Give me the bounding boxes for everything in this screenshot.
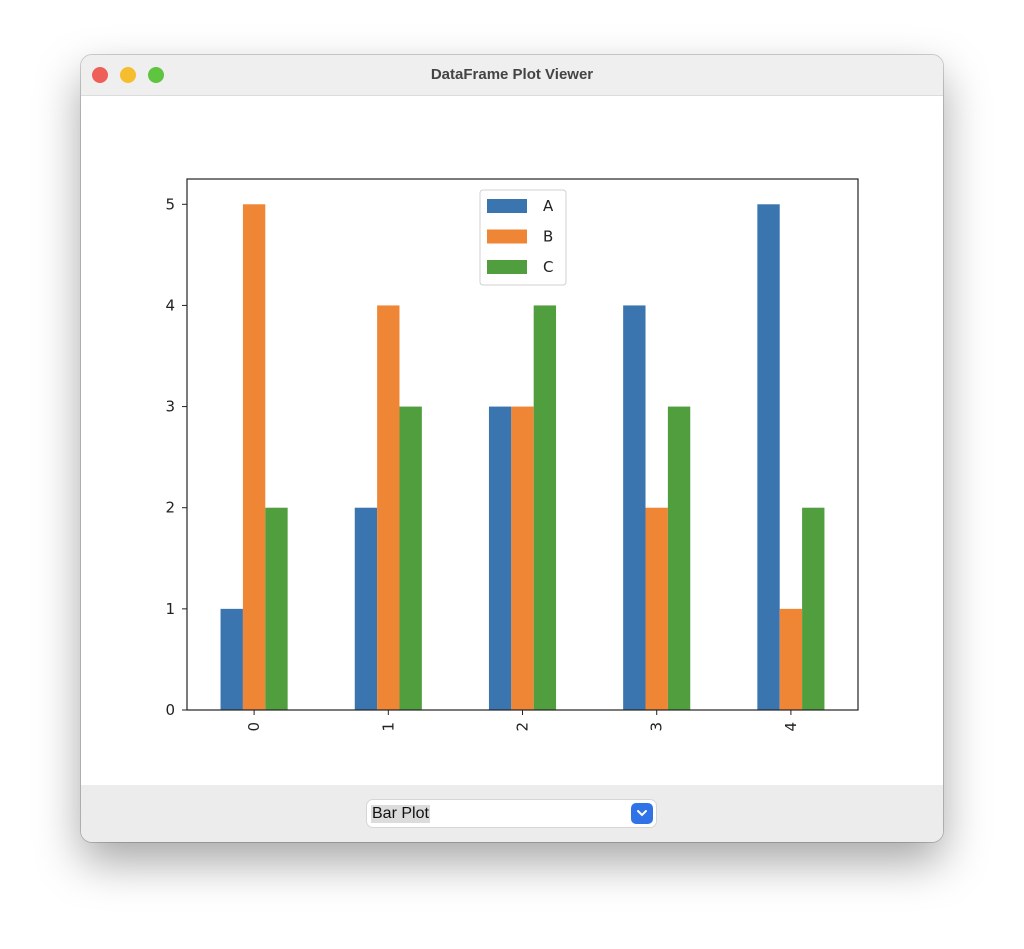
bar-C-3 — [667, 406, 691, 710]
plot-type-selected-value: Bar Plot — [371, 805, 430, 823]
legend-label: B — [543, 228, 553, 246]
x-tick-label: 2 — [514, 722, 532, 732]
legend-swatch-A — [487, 199, 527, 213]
maximize-button[interactable] — [148, 67, 164, 83]
bar-C-1 — [399, 406, 422, 710]
bar-A-4 — [757, 204, 780, 710]
bar-chart: 0 1 2 3 4 5 0 1 2 3 4 ABC — [165, 178, 859, 732]
bar-B-4 — [779, 608, 803, 710]
title-bar: DataFrame Plot Viewer — [81, 55, 943, 96]
bar-C-4 — [802, 507, 825, 710]
bar-B-0 — [242, 204, 266, 710]
close-button[interactable] — [92, 67, 108, 83]
x-tick-label: 3 — [648, 722, 666, 732]
legend-label: C — [543, 258, 553, 276]
bar-A-1 — [354, 507, 378, 710]
legend-label: A — [543, 197, 554, 215]
x-tick-label: 1 — [379, 722, 397, 732]
legend-swatch-B — [487, 229, 527, 244]
y-tick-label: 4 — [165, 296, 175, 314]
bar-C-0 — [265, 507, 288, 710]
y-tick-label: 0 — [165, 701, 175, 719]
bar-B-1 — [377, 305, 400, 710]
y-tick-label: 1 — [165, 600, 175, 618]
bar-A-0 — [220, 608, 243, 710]
x-tick-label: 4 — [782, 722, 800, 732]
bar-A-3 — [623, 305, 646, 710]
plot-type-select[interactable]: Bar Plot — [367, 800, 656, 827]
bar-C-2 — [533, 305, 557, 710]
x-tick-label: 0 — [245, 722, 263, 732]
y-tick-label: 5 — [165, 195, 175, 213]
bar-B-3 — [645, 507, 668, 710]
window-title: DataFrame Plot Viewer — [430, 66, 594, 83]
minimize-button[interactable] — [120, 67, 136, 83]
control-bar: Bar Plot — [81, 785, 943, 842]
y-tick-label: 3 — [165, 398, 175, 416]
chevron-down-icon[interactable] — [631, 803, 653, 824]
legend-swatch-C — [487, 260, 527, 274]
bar-A-2 — [488, 406, 512, 710]
bar-B-2 — [511, 406, 534, 710]
y-tick-label: 2 — [165, 499, 175, 517]
